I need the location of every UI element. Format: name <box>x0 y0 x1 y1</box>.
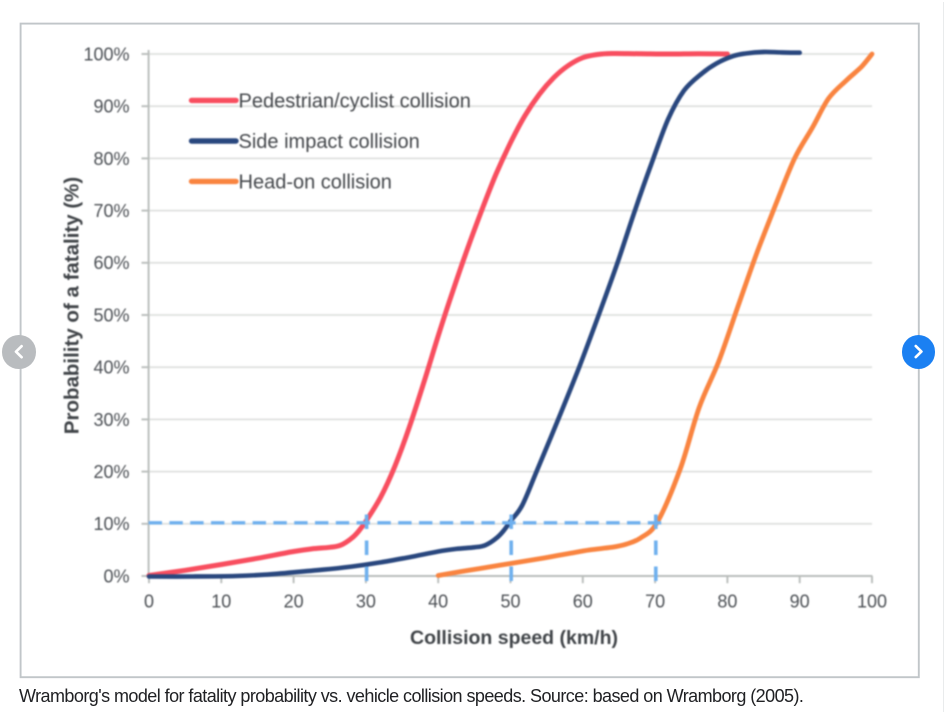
svg-text:20: 20 <box>284 592 304 612</box>
svg-text:100%: 100% <box>83 44 129 64</box>
svg-text:60: 60 <box>573 592 593 612</box>
svg-text:20%: 20% <box>93 462 129 482</box>
svg-text:80%: 80% <box>93 149 129 169</box>
svg-text:Collision speed (km/h): Collision speed (km/h) <box>410 627 618 649</box>
svg-text:Head-on collision: Head-on collision <box>239 171 392 193</box>
svg-text:40%: 40% <box>93 358 129 378</box>
svg-text:50%: 50% <box>93 305 129 325</box>
svg-text:90%: 90% <box>93 97 129 117</box>
svg-text:70: 70 <box>645 592 665 612</box>
svg-text:80: 80 <box>717 592 737 612</box>
svg-text:40: 40 <box>428 592 448 612</box>
svg-text:100: 100 <box>857 592 887 612</box>
svg-text:50: 50 <box>500 592 520 612</box>
svg-text:Side impact collision: Side impact collision <box>239 131 420 153</box>
svg-text:10: 10 <box>211 592 231 612</box>
svg-text:30: 30 <box>356 592 376 612</box>
svg-text:10%: 10% <box>93 514 129 534</box>
svg-text:Probability of a fatality (%): Probability of a fatality (%) <box>61 177 84 434</box>
svg-text:90: 90 <box>790 592 810 612</box>
svg-text:70%: 70% <box>93 201 129 221</box>
svg-text:Pedestrian/cyclist collision: Pedestrian/cyclist collision <box>239 90 471 112</box>
svg-text:0: 0 <box>144 592 154 612</box>
svg-text:30%: 30% <box>93 410 129 430</box>
svg-text:60%: 60% <box>93 253 129 273</box>
svg-text:0%: 0% <box>103 566 129 586</box>
